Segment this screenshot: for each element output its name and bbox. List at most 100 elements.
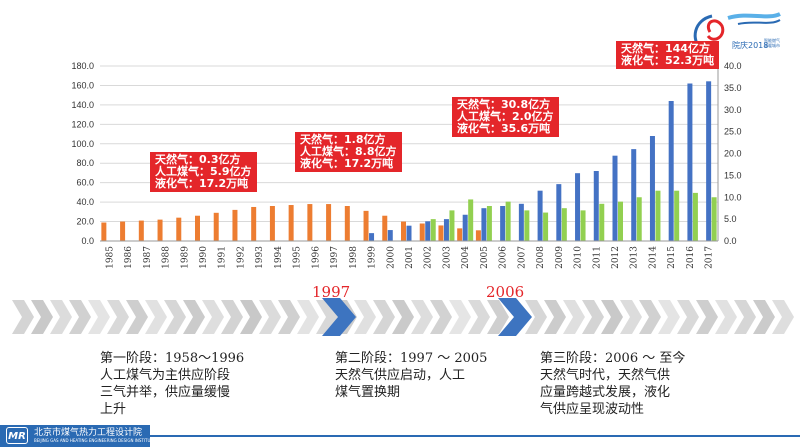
callout-1985: 天然气：0.3亿方 人工煤气：5.9亿方 液化气：17.2万吨 (150, 152, 257, 192)
y-left-tick-label: 0.0 (81, 236, 94, 246)
bar (213, 212, 219, 241)
x-tick-label: 2005 (480, 246, 490, 269)
x-tick-label: 1997 (330, 246, 340, 269)
timeline-chevron (164, 300, 186, 334)
x-tick-label: 2014 (648, 246, 658, 269)
stage-line: 上升 (100, 402, 127, 417)
bar (307, 204, 313, 241)
y-right-tick-label: 30.0 (724, 105, 742, 115)
x-tick-label: 1992 (236, 246, 246, 269)
bar (401, 221, 406, 241)
timeline-chevron (221, 300, 243, 334)
x-tick-label: 2008 (536, 246, 546, 269)
stage-1: 第一阶段：1958～1996 人工煤气为主供应阶段 三气并举，供应量缓慢 上升 (100, 350, 244, 418)
bar (468, 199, 474, 241)
x-tick-label: 1989 (180, 246, 190, 269)
bar (593, 171, 599, 241)
bar (706, 81, 712, 241)
y-right-tick-label: 15.0 (724, 170, 742, 180)
stage-line: 人工煤气为主供应阶段 (100, 368, 231, 383)
callout-line: 液化气：35.6万吨 (457, 122, 551, 135)
timeline-chevron (202, 300, 224, 334)
timeline-chevron (145, 300, 167, 334)
bar (120, 221, 126, 241)
bar (195, 215, 200, 241)
bar (505, 201, 511, 241)
x-tick-label: 2001 (405, 246, 415, 269)
stage-line: 气供应呈现波动性 (540, 402, 645, 417)
callout-line: 人工煤气：8.8亿方 (300, 145, 397, 158)
footer: MR 北京市煤气热力工程设计院 BEIJING GAS AND HEATING … (0, 425, 800, 447)
bar (687, 83, 693, 241)
timeline-chevron (544, 300, 566, 334)
bar (382, 215, 388, 241)
bar (449, 210, 455, 241)
bar (419, 223, 425, 241)
y-left-tick-label: 120.0 (71, 119, 94, 129)
timeline-chevron (639, 300, 661, 334)
bar (425, 221, 431, 241)
stage-line: 应量跨越式发展，液化 (540, 385, 671, 400)
institute-name: 北京市煤气热力工程设计院 (34, 428, 143, 438)
x-tick-label: 2009 (555, 246, 565, 269)
y-right-tick-label: 20.0 (724, 149, 742, 159)
bar (674, 190, 680, 241)
callout-2017: 天然气：144亿方 液化气：52.3万吨 (616, 41, 720, 69)
bar (556, 184, 562, 241)
bar (486, 206, 492, 241)
bar (430, 219, 436, 241)
logo-caption1: 院庆 (732, 41, 748, 50)
bar (711, 197, 717, 241)
x-tick-label: 1990 (199, 246, 209, 269)
bar (618, 201, 623, 241)
y-right-tick-label: 35.0 (724, 83, 742, 93)
x-tick-label: 1993 (255, 246, 265, 269)
y-left-tick-label: 40.0 (76, 197, 94, 207)
bar (457, 228, 463, 241)
stage-line: 第三阶段：2006 ～ 至今 (540, 351, 686, 366)
y-right-tick-label: 0.0 (724, 236, 737, 246)
timeline-chevron (12, 300, 34, 334)
institute-name-en: BEIJING GAS AND HEATING ENGINEERING DESI… (34, 438, 156, 443)
x-tick-label: 2012 (611, 246, 621, 269)
logo-caption2: 智能燃气 (764, 38, 780, 43)
bar (668, 101, 674, 241)
bar (443, 219, 449, 241)
timeline-chevron (715, 300, 737, 334)
x-tick-label: 2016 (686, 246, 696, 269)
x-tick-label: 1991 (218, 246, 228, 269)
timeline-chevron (392, 300, 414, 334)
x-tick-label: 1999 (368, 246, 378, 269)
bar (636, 197, 642, 241)
logo-year: 2018 (748, 41, 769, 50)
y-left-tick-label: 60.0 (76, 178, 94, 188)
x-tick-label: 2006 (499, 246, 509, 269)
bar (692, 192, 698, 241)
bar (269, 206, 275, 241)
callout-line: 天然气：30.8亿方 (457, 98, 551, 111)
bar (580, 210, 586, 241)
timeline-chevron (107, 300, 129, 334)
callout-line: 液化气：17.2万吨 (155, 177, 249, 190)
footer-bar: MR 北京市煤气热力工程设计院 BEIJING GAS AND HEATING … (0, 425, 155, 447)
timeline-chevron (563, 300, 585, 334)
x-tick-label: 1995 (293, 246, 303, 269)
bar (138, 220, 144, 241)
timeline-chevron (582, 300, 604, 334)
timeline-chevron (259, 300, 281, 334)
x-tick-label: 2007 (517, 246, 527, 269)
footer-line (150, 435, 800, 437)
callout-2006: 天然气：30.8亿方 人工煤气：2.0亿方 液化气：35.6万吨 (452, 97, 559, 137)
x-tick-label: 2004 (461, 246, 471, 269)
timeline-chevron (772, 300, 794, 334)
y-left-tick-label: 80.0 (76, 158, 94, 168)
bar (543, 212, 549, 241)
timeline-chevron (373, 300, 395, 334)
timeline-marker-arrow (498, 298, 532, 336)
timeline-year-1997: 1997 (312, 283, 351, 301)
x-tick-label: 1987 (143, 246, 153, 269)
timeline-chevron (411, 300, 433, 334)
timeline-chevron (658, 300, 680, 334)
timeline-chevron (88, 300, 110, 334)
